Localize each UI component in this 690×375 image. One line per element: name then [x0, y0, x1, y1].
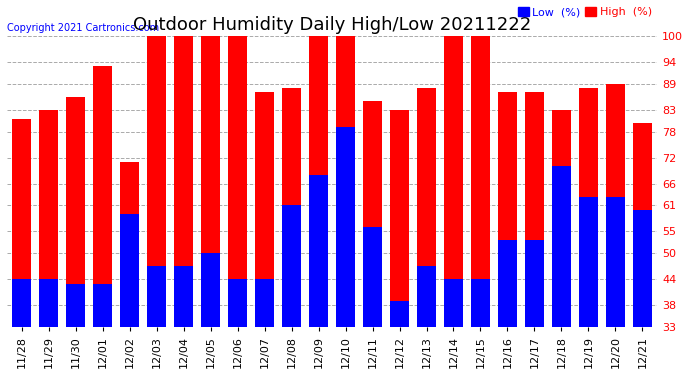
Title: Outdoor Humidity Daily High/Low 20211222: Outdoor Humidity Daily High/Low 20211222: [133, 16, 531, 34]
Bar: [579, 88, 598, 327]
Legend: Low  (%), High  (%): Low (%), High (%): [518, 7, 651, 17]
Bar: [228, 36, 247, 327]
Bar: [336, 36, 355, 327]
Bar: [309, 36, 328, 327]
Bar: [363, 101, 382, 327]
Bar: [524, 93, 544, 327]
Bar: [39, 279, 59, 327]
Bar: [282, 88, 302, 327]
Bar: [363, 227, 382, 327]
Bar: [417, 266, 436, 327]
Bar: [174, 266, 193, 327]
Bar: [444, 279, 463, 327]
Bar: [606, 84, 625, 327]
Bar: [497, 93, 518, 327]
Bar: [633, 123, 652, 327]
Bar: [120, 162, 139, 327]
Bar: [147, 36, 166, 327]
Bar: [336, 127, 355, 327]
Bar: [552, 166, 571, 327]
Bar: [228, 279, 247, 327]
Bar: [417, 88, 436, 327]
Bar: [12, 118, 32, 327]
Bar: [524, 240, 544, 327]
Bar: [390, 110, 409, 327]
Bar: [579, 197, 598, 327]
Bar: [255, 279, 275, 327]
Bar: [309, 175, 328, 327]
Bar: [174, 36, 193, 327]
Bar: [444, 36, 463, 327]
Bar: [497, 240, 518, 327]
Bar: [471, 279, 490, 327]
Bar: [12, 279, 32, 327]
Bar: [120, 214, 139, 327]
Bar: [39, 110, 59, 327]
Bar: [66, 97, 86, 327]
Bar: [282, 206, 302, 327]
Bar: [201, 36, 220, 327]
Bar: [552, 110, 571, 327]
Bar: [255, 93, 275, 327]
Bar: [390, 301, 409, 327]
Bar: [471, 36, 490, 327]
Bar: [93, 66, 112, 327]
Bar: [201, 253, 220, 327]
Bar: [606, 197, 625, 327]
Text: Copyright 2021 Cartronics.com: Copyright 2021 Cartronics.com: [7, 23, 159, 33]
Bar: [147, 266, 166, 327]
Bar: [633, 210, 652, 327]
Bar: [93, 284, 112, 327]
Bar: [66, 284, 86, 327]
